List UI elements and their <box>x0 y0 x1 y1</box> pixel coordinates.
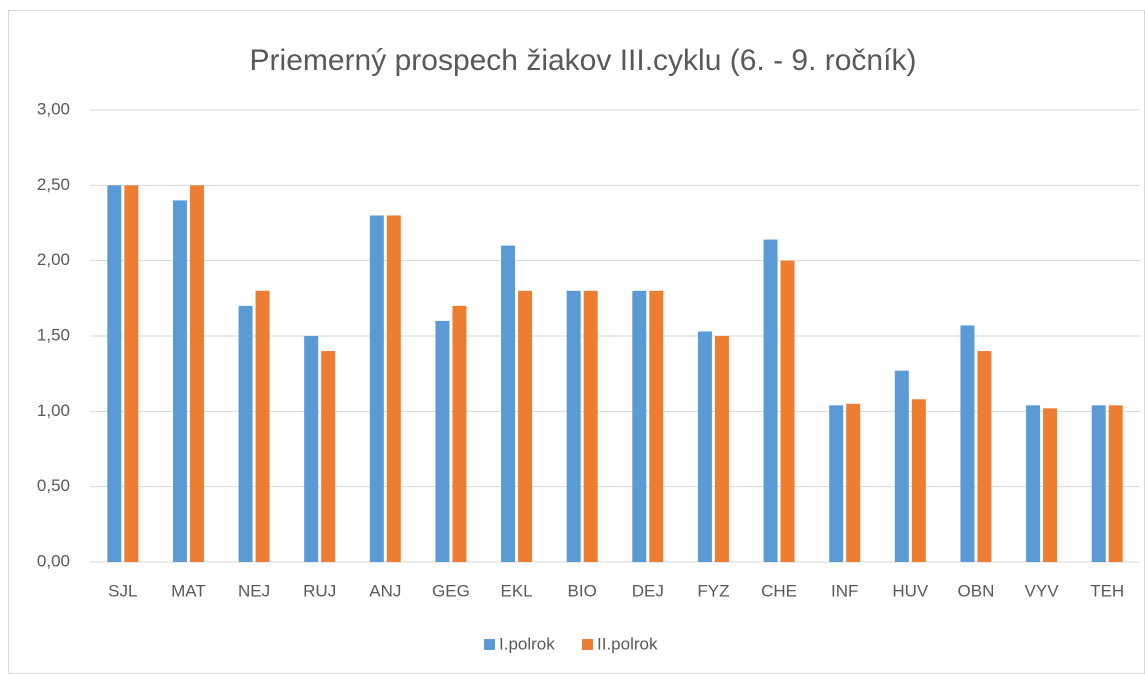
bar <box>846 403 861 562</box>
legend-label: II.polrok <box>597 634 658 653</box>
bar <box>321 351 336 562</box>
x-tick-label: RUJ <box>303 581 336 600</box>
x-tick-label: BIO <box>568 581 597 600</box>
y-tick-label: 0,00 <box>37 551 70 570</box>
x-tick-label: EKL <box>500 581 532 600</box>
bar <box>1026 405 1041 562</box>
bar <box>649 290 664 562</box>
bar <box>697 331 712 562</box>
bar <box>632 290 647 562</box>
x-tick-label: TEH <box>1090 581 1124 600</box>
x-tick-label: ANJ <box>369 581 401 600</box>
x-tick-label: SJL <box>108 581 137 600</box>
bar <box>960 325 975 562</box>
x-tick-label: CHE <box>761 581 797 600</box>
legend-swatch <box>484 639 495 650</box>
bar <box>829 405 844 562</box>
x-tick-label: FYZ <box>697 581 729 600</box>
bar <box>566 290 581 562</box>
x-tick-label: HUV <box>892 581 929 600</box>
x-tick-label: NEJ <box>238 581 270 600</box>
bar <box>501 245 516 562</box>
bar <box>763 239 778 562</box>
x-tick-label: DEJ <box>632 581 664 600</box>
y-tick-label: 1,00 <box>37 401 70 420</box>
x-tick-label: VYV <box>1025 581 1060 600</box>
x-tick-label: GEG <box>432 581 470 600</box>
y-tick-label: 2,50 <box>37 175 70 194</box>
bar <box>435 320 450 562</box>
bar <box>452 305 467 562</box>
bar <box>977 351 992 562</box>
y-tick-label: 3,00 <box>37 99 70 118</box>
bar <box>1108 405 1123 562</box>
bar <box>107 185 122 563</box>
chart-title: Priemerný prospech žiakov III.cyklu (6. … <box>250 44 917 77</box>
bar <box>386 215 401 562</box>
bar <box>911 399 926 562</box>
bar <box>369 215 384 562</box>
bar <box>189 185 204 563</box>
y-tick-label: 0,50 <box>37 476 70 495</box>
bar <box>255 290 270 562</box>
bar <box>1043 408 1058 562</box>
bar <box>1091 405 1106 562</box>
y-tick-label: 1,50 <box>37 325 70 344</box>
bar <box>518 290 533 562</box>
y-tick-label: 2,00 <box>37 250 70 269</box>
bar <box>583 290 598 562</box>
bar <box>124 185 139 563</box>
legend-label: I.polrok <box>499 634 555 653</box>
bar <box>172 200 187 562</box>
bar <box>780 260 795 562</box>
x-tick-label: OBN <box>958 581 995 600</box>
x-tick-label: INF <box>831 581 858 600</box>
bar <box>304 336 319 562</box>
x-tick-label: MAT <box>171 581 206 600</box>
bar <box>238 305 253 562</box>
bar <box>714 336 729 562</box>
legend-swatch <box>582 639 593 650</box>
bar <box>894 370 909 562</box>
